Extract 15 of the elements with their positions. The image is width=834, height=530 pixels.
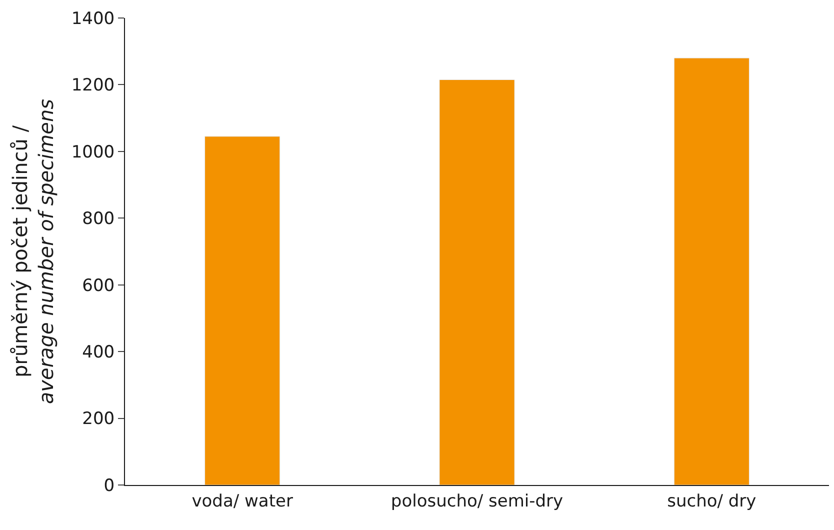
bar bbox=[204, 136, 280, 485]
y-tick-label: 400 bbox=[82, 342, 115, 363]
bar bbox=[674, 58, 750, 485]
y-tick-label: 0 bbox=[104, 476, 115, 496]
x-tick-label: sucho/ dry bbox=[667, 491, 756, 512]
x-tick-label: voda/ water bbox=[192, 491, 293, 512]
bar bbox=[439, 79, 515, 485]
y-tick-label: 200 bbox=[82, 409, 115, 430]
y-tick-label: 1400 bbox=[71, 8, 115, 29]
y-tick-label: 1000 bbox=[71, 142, 115, 162]
y-tick-label: 1200 bbox=[71, 76, 115, 96]
y-axis-title: průměrný počet jedinců / average number of specimens bbox=[8, 98, 58, 404]
x-tick-label: polosucho/ semi-dry bbox=[390, 491, 564, 512]
y-tick-label: 600 bbox=[82, 276, 115, 296]
y-tick-label: 800 bbox=[82, 209, 115, 230]
